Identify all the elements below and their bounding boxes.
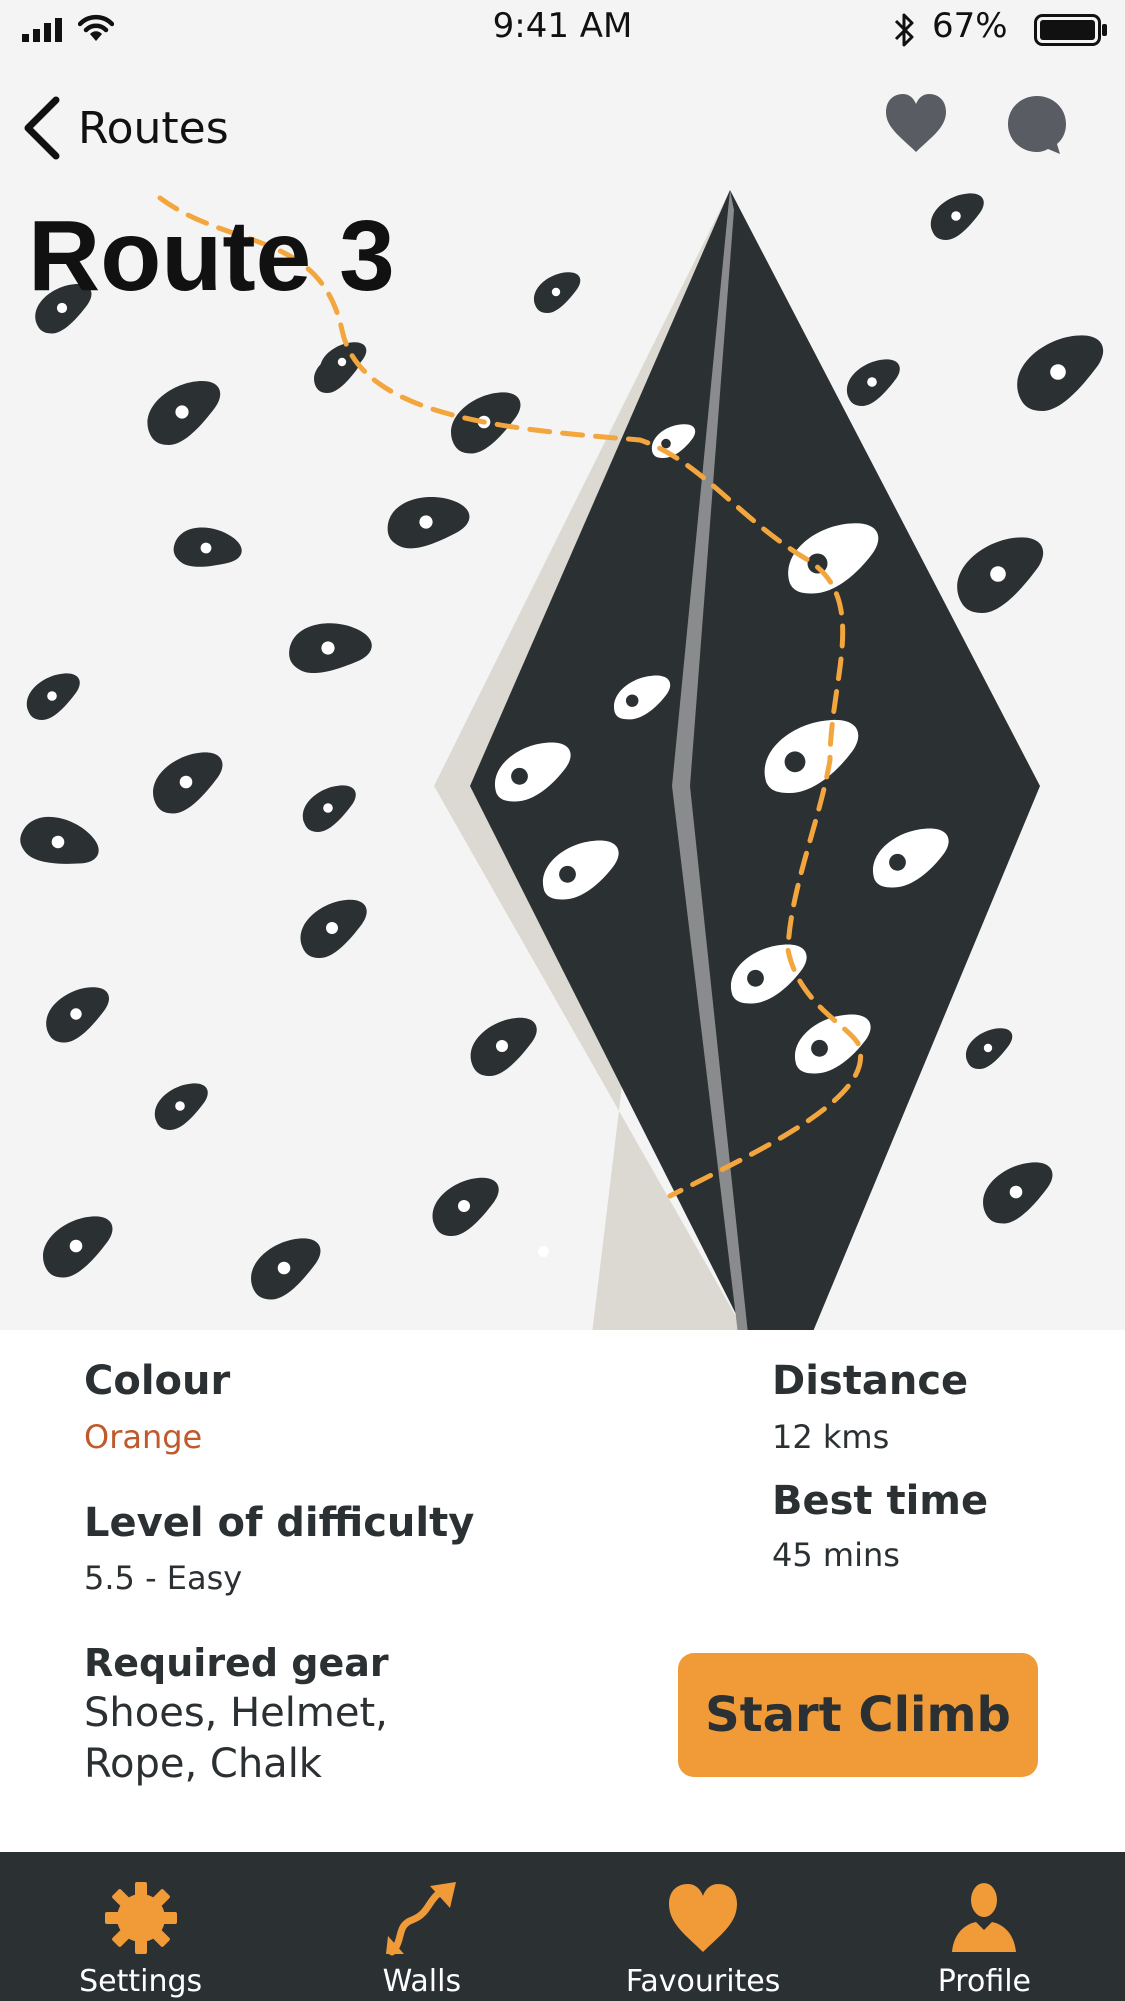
gear-value-line2: Rope, Chalk (84, 1741, 322, 1787)
distance-value: 12 kms (772, 1418, 890, 1456)
crystal-volume (434, 190, 1040, 1330)
chevron-left-icon (24, 96, 60, 160)
page-title: Route 3 (28, 200, 395, 312)
route-path (157, 195, 864, 1199)
battery-icon (1034, 14, 1107, 46)
tab-label: Favourites (625, 1964, 781, 1999)
colour-value: Orange (84, 1418, 203, 1456)
status-bar: 9:41 AM 67% (0, 0, 1125, 60)
bluetooth-icon (894, 13, 914, 47)
tab-walls[interactable]: Walls (281, 1852, 562, 2001)
signal-icon (22, 18, 62, 42)
heart-icon (669, 1884, 738, 1952)
best-time-label: Best time (772, 1478, 989, 1524)
best-time-value: 45 mins (772, 1536, 900, 1574)
tab-label: Profile (937, 1964, 1032, 1999)
battery-level (1040, 20, 1095, 40)
difficulty-value: 5.5 - Easy (84, 1559, 243, 1597)
tab-profile[interactable]: Profile (844, 1852, 1125, 2001)
start-climb-button[interactable]: Start Climb (678, 1653, 1038, 1777)
tab-label: Settings (79, 1964, 203, 1999)
gear-label: Required gear (84, 1641, 389, 1685)
back-button[interactable]: Routes (20, 95, 229, 161)
colour-label: Colour (84, 1358, 231, 1404)
tab-label: Walls (382, 1964, 462, 1999)
heart-icon[interactable] (884, 92, 948, 156)
back-label: Routes (78, 102, 229, 154)
status-time: 9:41 AM (492, 6, 633, 46)
chat-bubble-icon[interactable] (1006, 94, 1068, 156)
page-indicator-dot (538, 1246, 549, 1257)
difficulty-label: Level of difficulty (84, 1500, 475, 1546)
person-icon (952, 1883, 1017, 1952)
route-arrow-icon (385, 1882, 456, 1956)
gear-icon (104, 1882, 177, 1954)
gear-value-line1: Shoes, Helmet, (84, 1690, 388, 1736)
wifi-icon (78, 14, 114, 41)
battery-percent: 67% (932, 6, 1008, 46)
climbing-wall-illustration (12, 190, 1104, 1330)
tab-bar: Settings Walls Favourites Profile (0, 1852, 1125, 2001)
distance-label: Distance (772, 1358, 969, 1404)
tab-settings[interactable]: Settings (0, 1852, 281, 2001)
tab-favourites[interactable]: Favourites (563, 1852, 844, 2001)
